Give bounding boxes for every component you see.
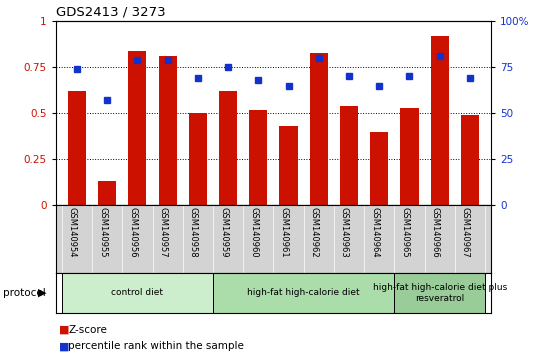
Bar: [62, 273, 213, 313]
Bar: [158, 56, 177, 205]
Text: GSM140961: GSM140961: [280, 207, 288, 258]
Bar: [370, 132, 388, 205]
Text: ■: ■: [59, 341, 69, 351]
Text: percentile rank within the sample: percentile rank within the sample: [68, 341, 244, 351]
Text: GSM140962: GSM140962: [310, 207, 319, 258]
Text: high-fat high-calorie diet plus
resveratrol: high-fat high-calorie diet plus resverat…: [373, 283, 507, 303]
Bar: [249, 110, 267, 205]
Text: ▶: ▶: [37, 288, 46, 298]
Bar: [310, 52, 328, 205]
Text: GSM140965: GSM140965: [401, 207, 410, 258]
Bar: [280, 126, 297, 205]
Text: GSM140964: GSM140964: [370, 207, 379, 258]
Bar: [98, 181, 116, 205]
Text: GSM140960: GSM140960: [249, 207, 258, 258]
Text: GSM140955: GSM140955: [98, 207, 107, 258]
Text: GSM140956: GSM140956: [128, 207, 137, 258]
Bar: [68, 91, 86, 205]
Text: high-fat high-calorie diet: high-fat high-calorie diet: [247, 289, 360, 297]
Text: GSM140954: GSM140954: [68, 207, 77, 258]
Bar: [219, 91, 237, 205]
Text: protocol: protocol: [3, 288, 46, 298]
Text: ■: ■: [59, 325, 69, 335]
Bar: [340, 106, 358, 205]
Text: GSM140963: GSM140963: [340, 207, 349, 258]
Text: GSM140957: GSM140957: [158, 207, 167, 258]
Bar: [431, 36, 449, 205]
Bar: [189, 113, 207, 205]
Bar: [213, 273, 395, 313]
Text: GSM140959: GSM140959: [219, 207, 228, 258]
Bar: [461, 115, 479, 205]
Text: GSM140967: GSM140967: [461, 207, 470, 258]
Text: control diet: control diet: [112, 289, 163, 297]
Bar: [395, 273, 485, 313]
Text: GSM140958: GSM140958: [189, 207, 198, 258]
Text: GDS2413 / 3273: GDS2413 / 3273: [56, 6, 165, 19]
Text: GSM140966: GSM140966: [431, 207, 440, 258]
Text: Z-score: Z-score: [68, 325, 107, 335]
Bar: [401, 108, 418, 205]
Bar: [128, 51, 146, 205]
